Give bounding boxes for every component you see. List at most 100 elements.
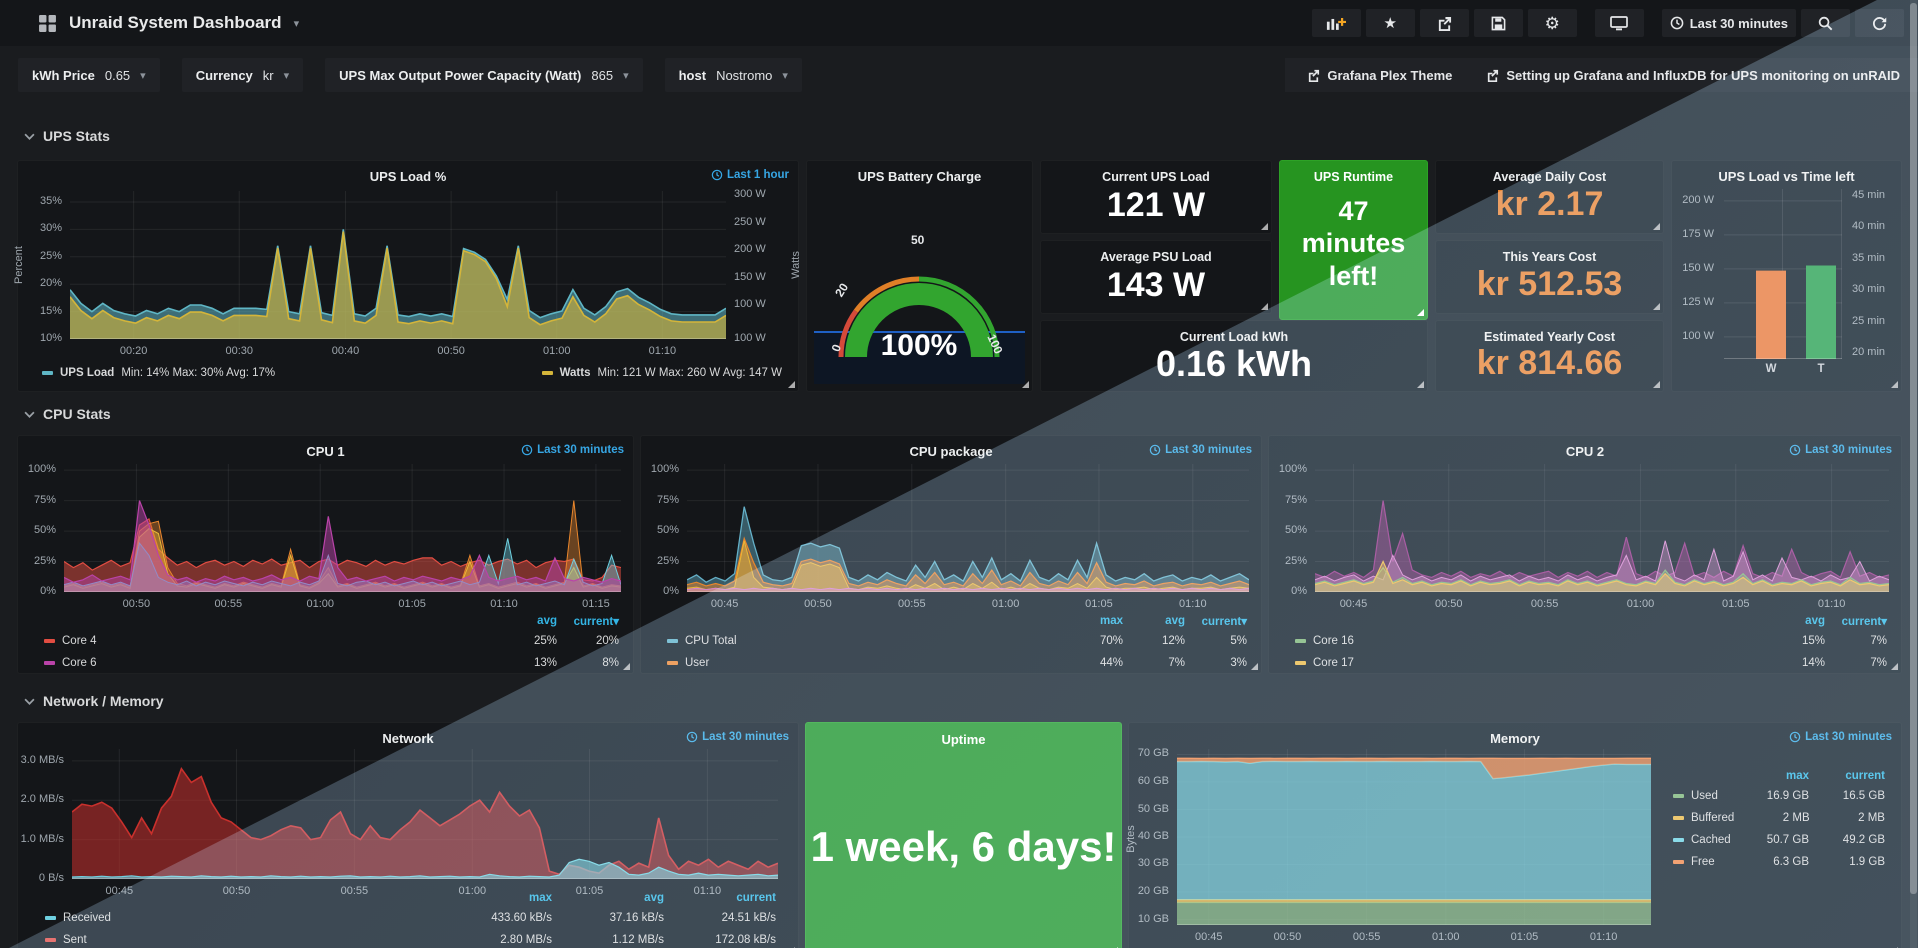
legend-series[interactable]: Buffered 2 MB 2 MB — [1673, 807, 1885, 829]
save-button[interactable] — [1473, 9, 1523, 37]
section-cpu-stats[interactable]: CPU Stats — [24, 406, 111, 422]
section-ups-stats[interactable]: UPS Stats — [24, 128, 110, 144]
stat-title[interactable]: Uptime — [941, 732, 986, 747]
stat-title[interactable]: Current UPS Load — [1102, 170, 1210, 184]
panel-time-range[interactable]: Last 30 minutes — [686, 731, 789, 743]
link-label: Grafana Plex Theme — [1327, 67, 1453, 83]
legend-series-watts[interactable]: Watts Min: 121 W Max: 260 W Avg: 147 W — [541, 367, 782, 379]
legend-column[interactable]: avg — [1805, 615, 1825, 627]
share-button[interactable] — [1419, 9, 1469, 37]
legend-label: CPU Total — [685, 635, 737, 647]
link-influxdb-guide[interactable]: Setting up Grafana and InfluxDB for UPS … — [1486, 68, 1900, 83]
variable-host[interactable]: host Nostromo ▾ — [664, 58, 802, 92]
legend-label: Core 17 — [1313, 657, 1354, 669]
panel-time-range[interactable]: Last 1 hour — [711, 169, 789, 181]
y-axis-watts: 200 W 175 W 150 W 125 W 100 W — [1672, 189, 1720, 359]
legend-column[interactable]: max — [528, 892, 552, 904]
add-panel-icon — [1327, 17, 1347, 30]
y-axis: 100% 75% 50% 25% 0% — [18, 463, 62, 597]
time-range-label: Last 30 minutes — [1805, 444, 1892, 456]
axis-tick: 0% — [663, 585, 679, 597]
legend-value: 5% — [1230, 635, 1247, 647]
scrollbar-thumb[interactable] — [1910, 3, 1917, 895]
variable-currency[interactable]: Currency kr ▾ — [181, 58, 304, 92]
axis-tick: 50 GB — [1137, 802, 1169, 815]
axis-tick: 2.0 MB/s — [20, 793, 64, 806]
legend-series[interactable]: Free 6.3 GB 1.9 GB — [1673, 851, 1885, 873]
time-range-button[interactable]: Last 30 minutes — [1661, 9, 1796, 37]
legend-column[interactable]: avg — [644, 892, 664, 904]
stat-value: 0.16 kWh — [1155, 343, 1313, 384]
legend-series[interactable]: User 44% 7% 3% — [667, 652, 1247, 674]
legend-series[interactable]: Core 16 15% 7% — [1295, 630, 1887, 652]
axis-tick: 40 min — [1852, 220, 1886, 233]
time-range-label: Last 30 minutes — [1165, 444, 1252, 456]
legend-series-ups-load[interactable]: UPS Load Min: 14% Max: 30% Avg: 17% — [42, 367, 275, 379]
y-axis: 35% 30% 25% 20% 15% 10% — [18, 191, 68, 344]
star-button[interactable]: ★ — [1365, 9, 1415, 37]
stat-title[interactable]: Average PSU Load — [1100, 250, 1212, 264]
legend-column[interactable]: current▾ — [1841, 616, 1887, 628]
axis-tick: 00:50 — [437, 345, 465, 357]
panel-time-range[interactable]: Last 30 minutes — [1149, 444, 1252, 456]
legend-series[interactable]: Cached 50.7 GB 49.2 GB — [1673, 829, 1885, 851]
legend-column[interactable]: current — [736, 892, 776, 904]
legend-column[interactable]: max — [1099, 615, 1123, 627]
legend-column[interactable]: current▾ — [573, 616, 619, 628]
panel-title[interactable]: UPS Load % — [369, 169, 447, 184]
panel-title[interactable]: Memory — [1490, 731, 1540, 746]
legend-column[interactable]: avg — [1165, 615, 1185, 627]
legend-column[interactable]: current — [1845, 770, 1885, 782]
stat-title[interactable]: Average Daily Cost — [1492, 170, 1607, 184]
stat-title[interactable]: This Years Cost — [1502, 250, 1597, 264]
legend-value: 2 MB — [1858, 812, 1885, 824]
apps-grid-icon[interactable] — [38, 14, 57, 33]
ups-bar-chart — [1724, 189, 1842, 359]
gauge-tick: 50 — [911, 233, 925, 247]
refresh-button[interactable] — [1855, 9, 1904, 37]
legend-series[interactable]: Received 433.60 kB/s 37.16 kB/s 24.51 kB/s — [45, 907, 776, 929]
link-grafana-plex-theme[interactable]: Grafana Plex Theme — [1307, 68, 1452, 83]
panel-time-range[interactable]: Last 30 minutes — [1789, 444, 1892, 456]
variable-ups-max-output[interactable]: UPS Max Output Power Capacity (Watt) 865… — [325, 58, 643, 92]
dashboard-title[interactable]: Unraid System Dashboard — [69, 13, 282, 32]
legend-label: Core 6 — [62, 657, 97, 669]
section-network-memory[interactable]: Network / Memory — [24, 693, 164, 709]
legend-series[interactable]: Core 17 14% 7% — [1295, 652, 1887, 674]
add-panel-button[interactable] — [1311, 9, 1361, 37]
chevron-down-icon: ▾ — [283, 69, 290, 82]
axis-tick: 200 W — [734, 243, 766, 256]
legend-series[interactable]: Core 6 13% 8% — [44, 652, 619, 674]
legend-series[interactable]: CPU Total 70% 12% 5% — [667, 630, 1247, 652]
settings-button[interactable]: ⚙ — [1527, 9, 1577, 37]
axis-tick: 175 W — [1682, 227, 1714, 240]
axis-tick: 01:00 — [306, 598, 334, 610]
title-caret-icon[interactable]: ▾ — [293, 17, 300, 30]
legend-swatch — [541, 371, 553, 375]
legend-series[interactable]: Used 16.9 GB 16.5 GB — [1673, 785, 1885, 807]
cpu1-chart — [64, 464, 621, 592]
panel-ups-load-vs-time-left: UPS Load vs Time left 200 W 175 W 150 W 125… — [1671, 160, 1902, 392]
zoom-out-button[interactable] — [1801, 9, 1850, 37]
stat-title[interactable]: UPS Runtime — [1313, 170, 1394, 184]
legend-column[interactable]: avg — [537, 615, 557, 627]
axis-tick: 100% — [27, 463, 56, 476]
axis-tick: 30% — [39, 222, 62, 235]
star-icon: ★ — [1383, 14, 1397, 32]
legend-series[interactable]: Core 4 25% 20% — [44, 630, 619, 652]
time-range-label: Last 30 minutes — [1805, 731, 1892, 743]
panel-title[interactable]: Network — [382, 731, 434, 746]
legend: max avg current Received 433.60 kB/s 37.16 kB… — [45, 889, 776, 948]
share-icon — [1438, 16, 1451, 31]
legend-column[interactable]: max — [1785, 770, 1809, 782]
legend-series[interactable]: Sent 2.80 MB/s 1.12 MB/s 172.08 kB/s — [45, 929, 776, 948]
panel-time-range[interactable]: Last 30 minutes — [1789, 731, 1892, 743]
legend-column[interactable]: current▾ — [1201, 616, 1247, 628]
axis-tick: 00:45 — [710, 598, 739, 610]
variable-kwh-price[interactable]: kWh Price 0.65 ▾ — [18, 58, 160, 92]
panel-time-range[interactable]: Last 30 minutes — [521, 444, 624, 456]
panel-title[interactable]: UPS Load vs Time left — [1718, 169, 1855, 184]
cycle-view-button[interactable] — [1594, 9, 1644, 37]
stat-title[interactable]: Estimated Yearly Cost — [1483, 330, 1616, 344]
stat-title[interactable]: Current Load kWh — [1179, 330, 1289, 344]
